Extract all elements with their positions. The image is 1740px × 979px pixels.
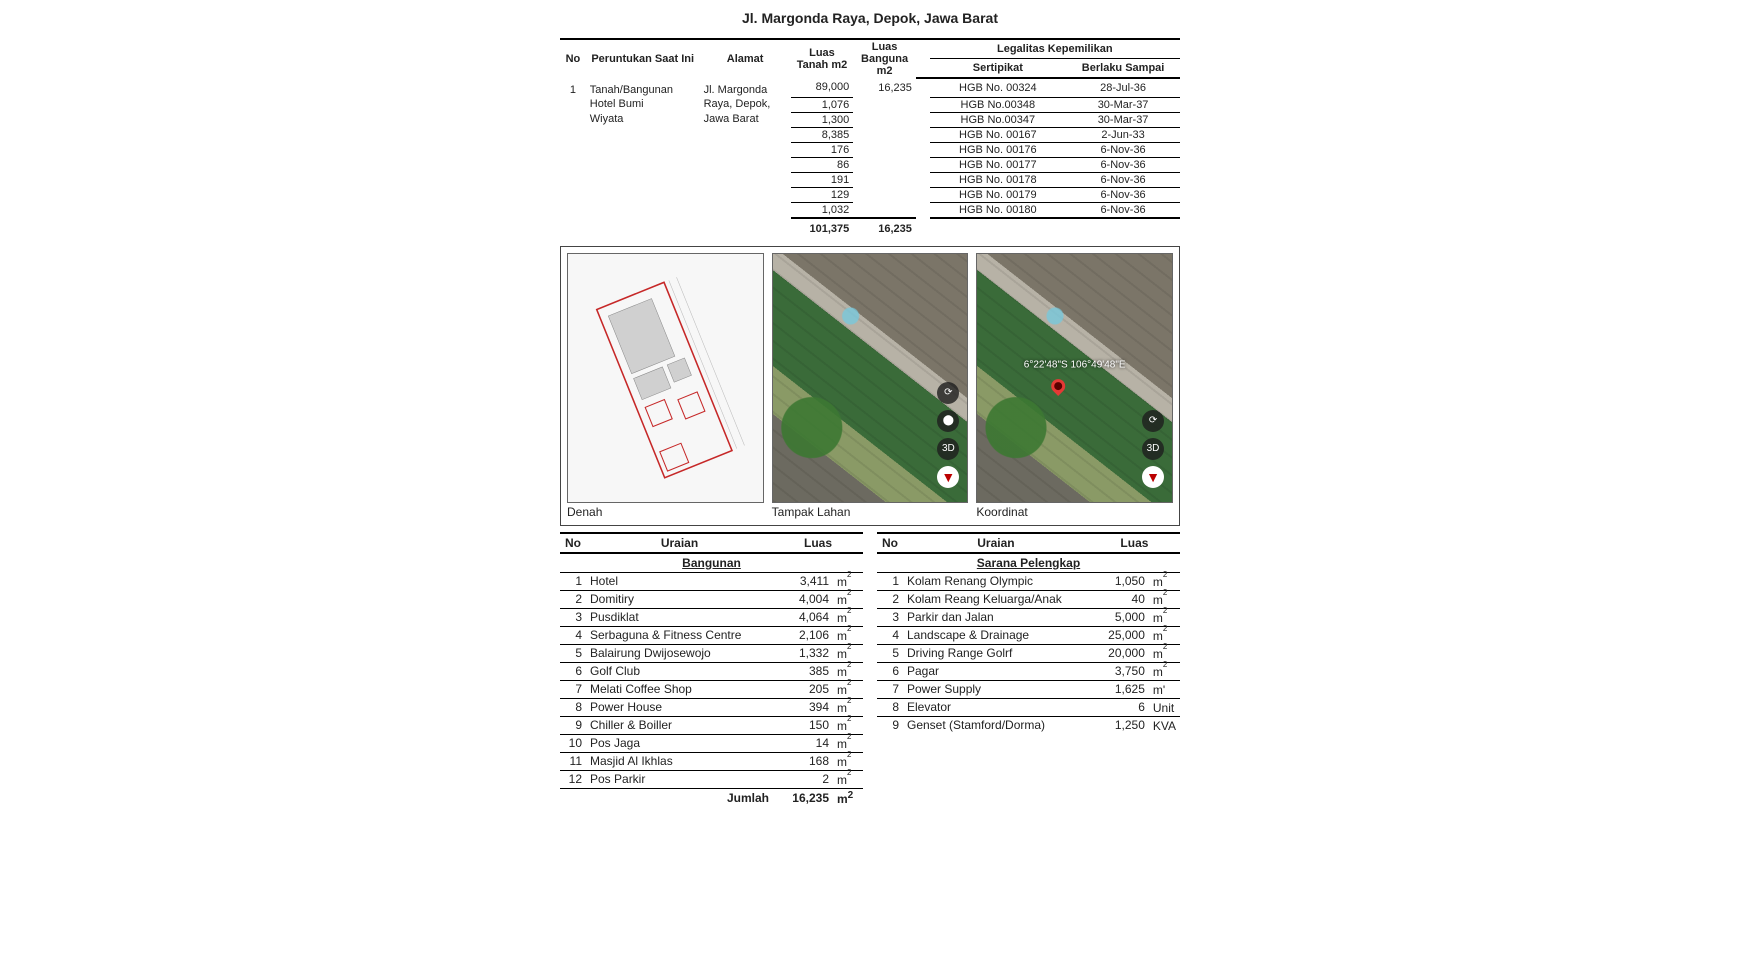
- koordinat-image: 6°22'48"S 106°49'48"E ⟳ 3D ▼: [976, 253, 1173, 503]
- th-berlaku: Berlaku Sampai: [1066, 59, 1180, 79]
- bangunan-row: 10Pos Jaga14m2: [560, 734, 863, 752]
- sarana-row: 5Driving Range Golrf20,000m2: [877, 644, 1180, 662]
- page-title: Jl. Margonda Raya, Depok, Jawa Barat: [560, 10, 1180, 26]
- th-sertifikat: Sertipikat: [930, 59, 1067, 79]
- th-uraian: Uraian: [903, 533, 1089, 553]
- total-luas-tanah: 101,375: [791, 218, 854, 236]
- sarana-section: Sarana Pelengkap: [877, 553, 1180, 573]
- tampak-lahan-label: Tampak Lahan: [772, 503, 969, 519]
- bangunan-row: 6Golf Club385m2: [560, 662, 863, 680]
- sarana-row: 2Kolam Reang Keluarga/Anak40m2: [877, 590, 1180, 608]
- legalitas-table: No Peruntukan Saat Ini Alamat Luas Tanah…: [560, 38, 1180, 236]
- bangunan-row: 3Pusdiklat4,064m2: [560, 608, 863, 626]
- legal-row: WiyataJawa Barat1,300HGB No.0034730-Mar-…: [560, 112, 1180, 127]
- th-no: No: [560, 533, 586, 553]
- bangunan-total-val: 16,235: [773, 788, 833, 807]
- coordinate-text: 6°22'48"S 106°49'48"E: [1024, 360, 1126, 371]
- total-luas-bangunan: 16,235: [853, 218, 916, 236]
- bangunan-row: 8Power House394m2: [560, 698, 863, 716]
- legal-row: 191HGB No. 001786-Nov-36: [560, 172, 1180, 187]
- sarana-row: 1Kolam Renang Olympic1,050m2: [877, 572, 1180, 590]
- sarana-row: 3Parkir dan Jalan5,000m2: [877, 608, 1180, 626]
- bangunan-row: 5Balairung Dwijosewojo1,332m2: [560, 644, 863, 662]
- bangunan-row: 4Serbaguna & Fitness Centre2,106m2: [560, 626, 863, 644]
- th-peruntukan: Peruntukan Saat Ini: [586, 39, 700, 78]
- th-luas: Luas: [773, 533, 863, 553]
- bangunan-row: 12Pos Parkir2m2: [560, 770, 863, 788]
- map-compass-icon[interactable]: ▼: [1142, 466, 1164, 488]
- koordinat-label: Koordinat: [976, 503, 1173, 519]
- legal-row: 129HGB No. 001796-Nov-36: [560, 187, 1180, 202]
- bangunan-section: Bangunan: [560, 553, 863, 573]
- map-compass-icon[interactable]: ▼: [937, 466, 959, 488]
- denah-image: [567, 253, 764, 503]
- tampak-lahan-image: ⟳ ⬤ 3D ▼: [772, 253, 969, 503]
- sarana-row: 6Pagar3,750m2: [877, 662, 1180, 680]
- legal-row: 1Tanah/BangunanJl. Margonda89,00016,235H…: [560, 78, 1180, 97]
- th-luas: Luas: [1089, 533, 1180, 553]
- sarana-row: 9Genset (Stamford/Dorma)1,250KVA: [877, 716, 1180, 734]
- map-pegman-icon[interactable]: ⬤: [937, 410, 959, 432]
- bangunan-row: 9Chiller & Boiller150m2: [560, 716, 863, 734]
- map-controls: ⟳ 3D ▼: [1142, 410, 1164, 488]
- th-luas-bangunan: Luas Banguna m2: [853, 39, 916, 78]
- map-3d-button[interactable]: 3D: [937, 438, 959, 460]
- th-no: No: [877, 533, 903, 553]
- legal-row: 176HGB No. 001766-Nov-36: [560, 142, 1180, 157]
- th-uraian: Uraian: [586, 533, 773, 553]
- map-controls: ⟳ ⬤ 3D ▼: [937, 382, 959, 488]
- th-alamat: Alamat: [700, 39, 791, 78]
- legal-row: Hotel BumiRaya, Depok,1,076HGB No.003483…: [560, 97, 1180, 112]
- bangunan-row: 1Hotel3,411m2: [560, 572, 863, 590]
- bangunan-row: 2Domitiry4,004m2: [560, 590, 863, 608]
- sarana-table: No Uraian Luas Sarana Pelengkap 1Kolam R…: [877, 532, 1180, 734]
- bangunan-total-unit: m2: [833, 788, 863, 807]
- bangunan-row: 7Melati Coffee Shop205m2: [560, 680, 863, 698]
- map-rotate-icon[interactable]: ⟳: [937, 382, 959, 404]
- denah-label: Denah: [567, 503, 764, 519]
- th-luas-tanah: Luas Tanah m2: [791, 39, 854, 78]
- map-rotate-icon[interactable]: ⟳: [1142, 410, 1164, 432]
- legal-row: 8,385HGB No. 001672-Jun-33: [560, 127, 1180, 142]
- bangunan-table: No Uraian Luas Bangunan 1Hotel3,411m22Do…: [560, 532, 863, 807]
- image-panel: Denah ⟳ ⬤ 3D ▼ Tampak Lahan 6°22'48"S 10…: [560, 246, 1180, 526]
- bangunan-row: 11Masjid Al Ikhlas168m2: [560, 752, 863, 770]
- legal-row: 1,032HGB No. 001806-Nov-36: [560, 202, 1180, 218]
- th-legalitas: Legalitas Kepemilikan: [930, 39, 1180, 59]
- bangunan-total-label: Jumlah: [586, 788, 773, 807]
- sarana-row: 4Landscape & Drainage25,000m2: [877, 626, 1180, 644]
- th-no: No: [560, 39, 586, 78]
- sarana-row: 7Power Supply1,625m': [877, 680, 1180, 698]
- legal-row: 86HGB No. 001776-Nov-36: [560, 157, 1180, 172]
- map-3d-button[interactable]: 3D: [1142, 438, 1164, 460]
- sarana-row: 8Elevator6Unit: [877, 698, 1180, 716]
